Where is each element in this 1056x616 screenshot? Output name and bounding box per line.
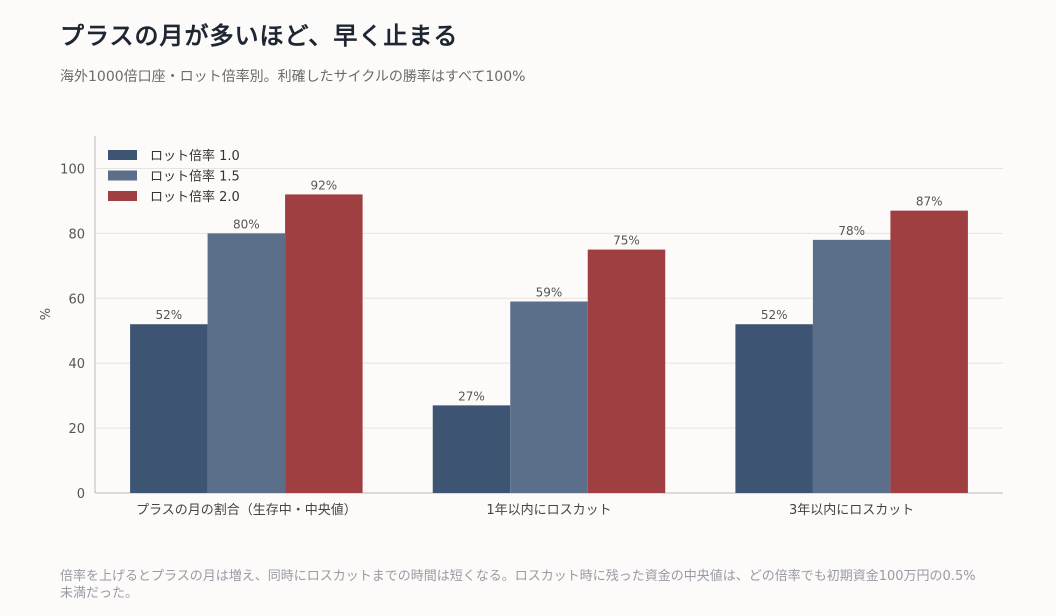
- x-tick-label: プラスの月の割合（生存中・中央値）: [136, 502, 357, 518]
- data-label: 78%: [838, 224, 865, 238]
- data-label: 27%: [458, 389, 485, 403]
- y-tick-label: 40: [68, 357, 85, 372]
- data-label: 92%: [310, 178, 337, 192]
- x-tick-label: 3年以内にロスカット: [789, 502, 914, 518]
- y-tick-label: 20: [68, 422, 85, 437]
- data-label: 52%: [761, 308, 788, 322]
- legend-label: ロット倍率 2.0: [150, 189, 240, 205]
- bar: [207, 233, 286, 493]
- legend-swatch: [108, 150, 137, 160]
- y-tick-label: 60: [68, 292, 85, 307]
- y-tick-label: 80: [68, 227, 85, 242]
- y-tick-label: 100: [60, 162, 85, 177]
- data-label: 52%: [155, 308, 182, 322]
- bar: [735, 324, 813, 493]
- data-label: 59%: [536, 286, 563, 300]
- y-axis-label: %: [39, 308, 54, 320]
- y-tick-label: 0: [77, 487, 85, 502]
- chart-title: プラスの月が多いほど、早く止まる: [60, 22, 459, 50]
- footnote: 倍率を上げるとプラスの月は増え、同時にロスカットまでの時間は短くなる。ロスカット…: [60, 569, 976, 601]
- bar: [812, 239, 891, 493]
- bar: [587, 249, 666, 493]
- legend-swatch: [108, 170, 137, 181]
- data-label: 80%: [233, 217, 260, 231]
- legend-label: ロット倍率 1.0: [150, 148, 240, 164]
- data-label: 75%: [613, 234, 640, 248]
- bar: [510, 301, 588, 493]
- legend-swatch: [108, 191, 137, 201]
- legend-label: ロット倍率 1.5: [150, 169, 240, 185]
- bar: [432, 405, 511, 493]
- bar: [285, 194, 363, 493]
- bar: [890, 210, 968, 494]
- x-tick-label: 1年以内にロスカット: [486, 502, 611, 518]
- chart-subtitle: 海外1000倍口座・ロット倍率別。利確したサイクルの勝率はすべて100%: [60, 69, 526, 85]
- data-label: 87%: [916, 195, 943, 209]
- bar: [130, 324, 208, 493]
